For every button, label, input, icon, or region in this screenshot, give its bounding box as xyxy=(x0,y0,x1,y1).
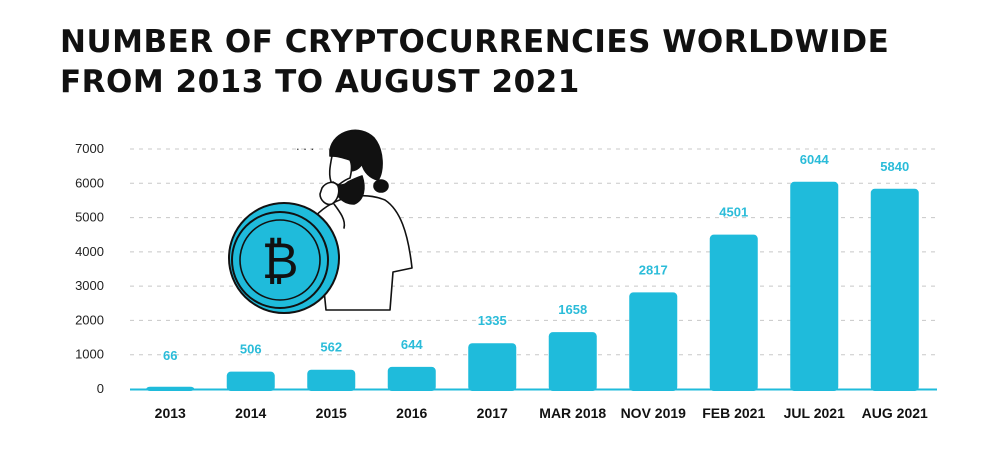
x-tick-label: FEB 2021 xyxy=(702,405,765,421)
y-tick-label: 0 xyxy=(97,381,104,396)
bars xyxy=(146,181,919,391)
bar xyxy=(790,181,839,391)
y-tick-label: 3000 xyxy=(75,278,104,293)
data-label: 5840 xyxy=(880,159,909,174)
x-axis-ticks: 2013 2014 2015 2016 2017 MAR 2018 NOV 2019 FEB … xyxy=(155,405,928,421)
x-tick-label: JUL 2021 xyxy=(784,405,845,421)
bar xyxy=(226,371,275,391)
bar xyxy=(468,343,517,391)
x-tick-label: 2015 xyxy=(316,405,347,421)
x-tick-label: AUG 2021 xyxy=(862,405,928,421)
bar xyxy=(709,234,758,391)
bitcoin-coin-icon: ₿ xyxy=(228,202,340,314)
data-label: 506 xyxy=(240,342,262,357)
x-tick-label: 2014 xyxy=(235,405,266,421)
data-label: 1658 xyxy=(558,302,587,317)
x-tick-label: MAR 2018 xyxy=(539,405,606,421)
y-tick-label: 1000 xyxy=(75,347,104,362)
data-label: 644 xyxy=(401,337,423,352)
x-tick-label: 2017 xyxy=(477,405,508,421)
bitcoin-symbol-icon: ₿ xyxy=(261,232,298,290)
y-tick-label: 2000 xyxy=(75,312,104,327)
illustration: . . . ₿ xyxy=(228,129,413,314)
x-tick-label: 2016 xyxy=(396,405,427,421)
x-tick-label: NOV 2019 xyxy=(621,405,687,421)
bar xyxy=(548,332,597,391)
data-label: 4501 xyxy=(719,205,748,220)
data-labels: 66 506 562 644 1335 1658 2817 4501 6044 5840 xyxy=(163,152,909,363)
data-label: 6044 xyxy=(800,152,830,167)
thought-dots-icon: . . . xyxy=(296,138,314,153)
y-tick-label: 4000 xyxy=(75,244,104,259)
y-tick-label: 6000 xyxy=(75,175,104,190)
data-label: 66 xyxy=(163,348,177,363)
bar xyxy=(629,292,678,391)
bar xyxy=(870,188,919,391)
data-label: 1335 xyxy=(478,313,507,328)
y-tick-label: 7000 xyxy=(75,141,104,156)
bar xyxy=(307,369,356,391)
bar xyxy=(387,366,436,391)
y-tick-label: 5000 xyxy=(75,210,104,225)
data-label: 2817 xyxy=(639,262,668,277)
thinking-man-icon xyxy=(311,129,413,311)
chart-title: NUMBER OF CRYPTOCURRENCIES WORLDWIDE FRO… xyxy=(60,24,890,100)
x-tick-label: 2013 xyxy=(155,405,186,421)
data-label: 562 xyxy=(320,340,342,355)
y-axis-ticks: 0 1000 2000 3000 4000 5000 6000 7000 xyxy=(75,141,104,396)
